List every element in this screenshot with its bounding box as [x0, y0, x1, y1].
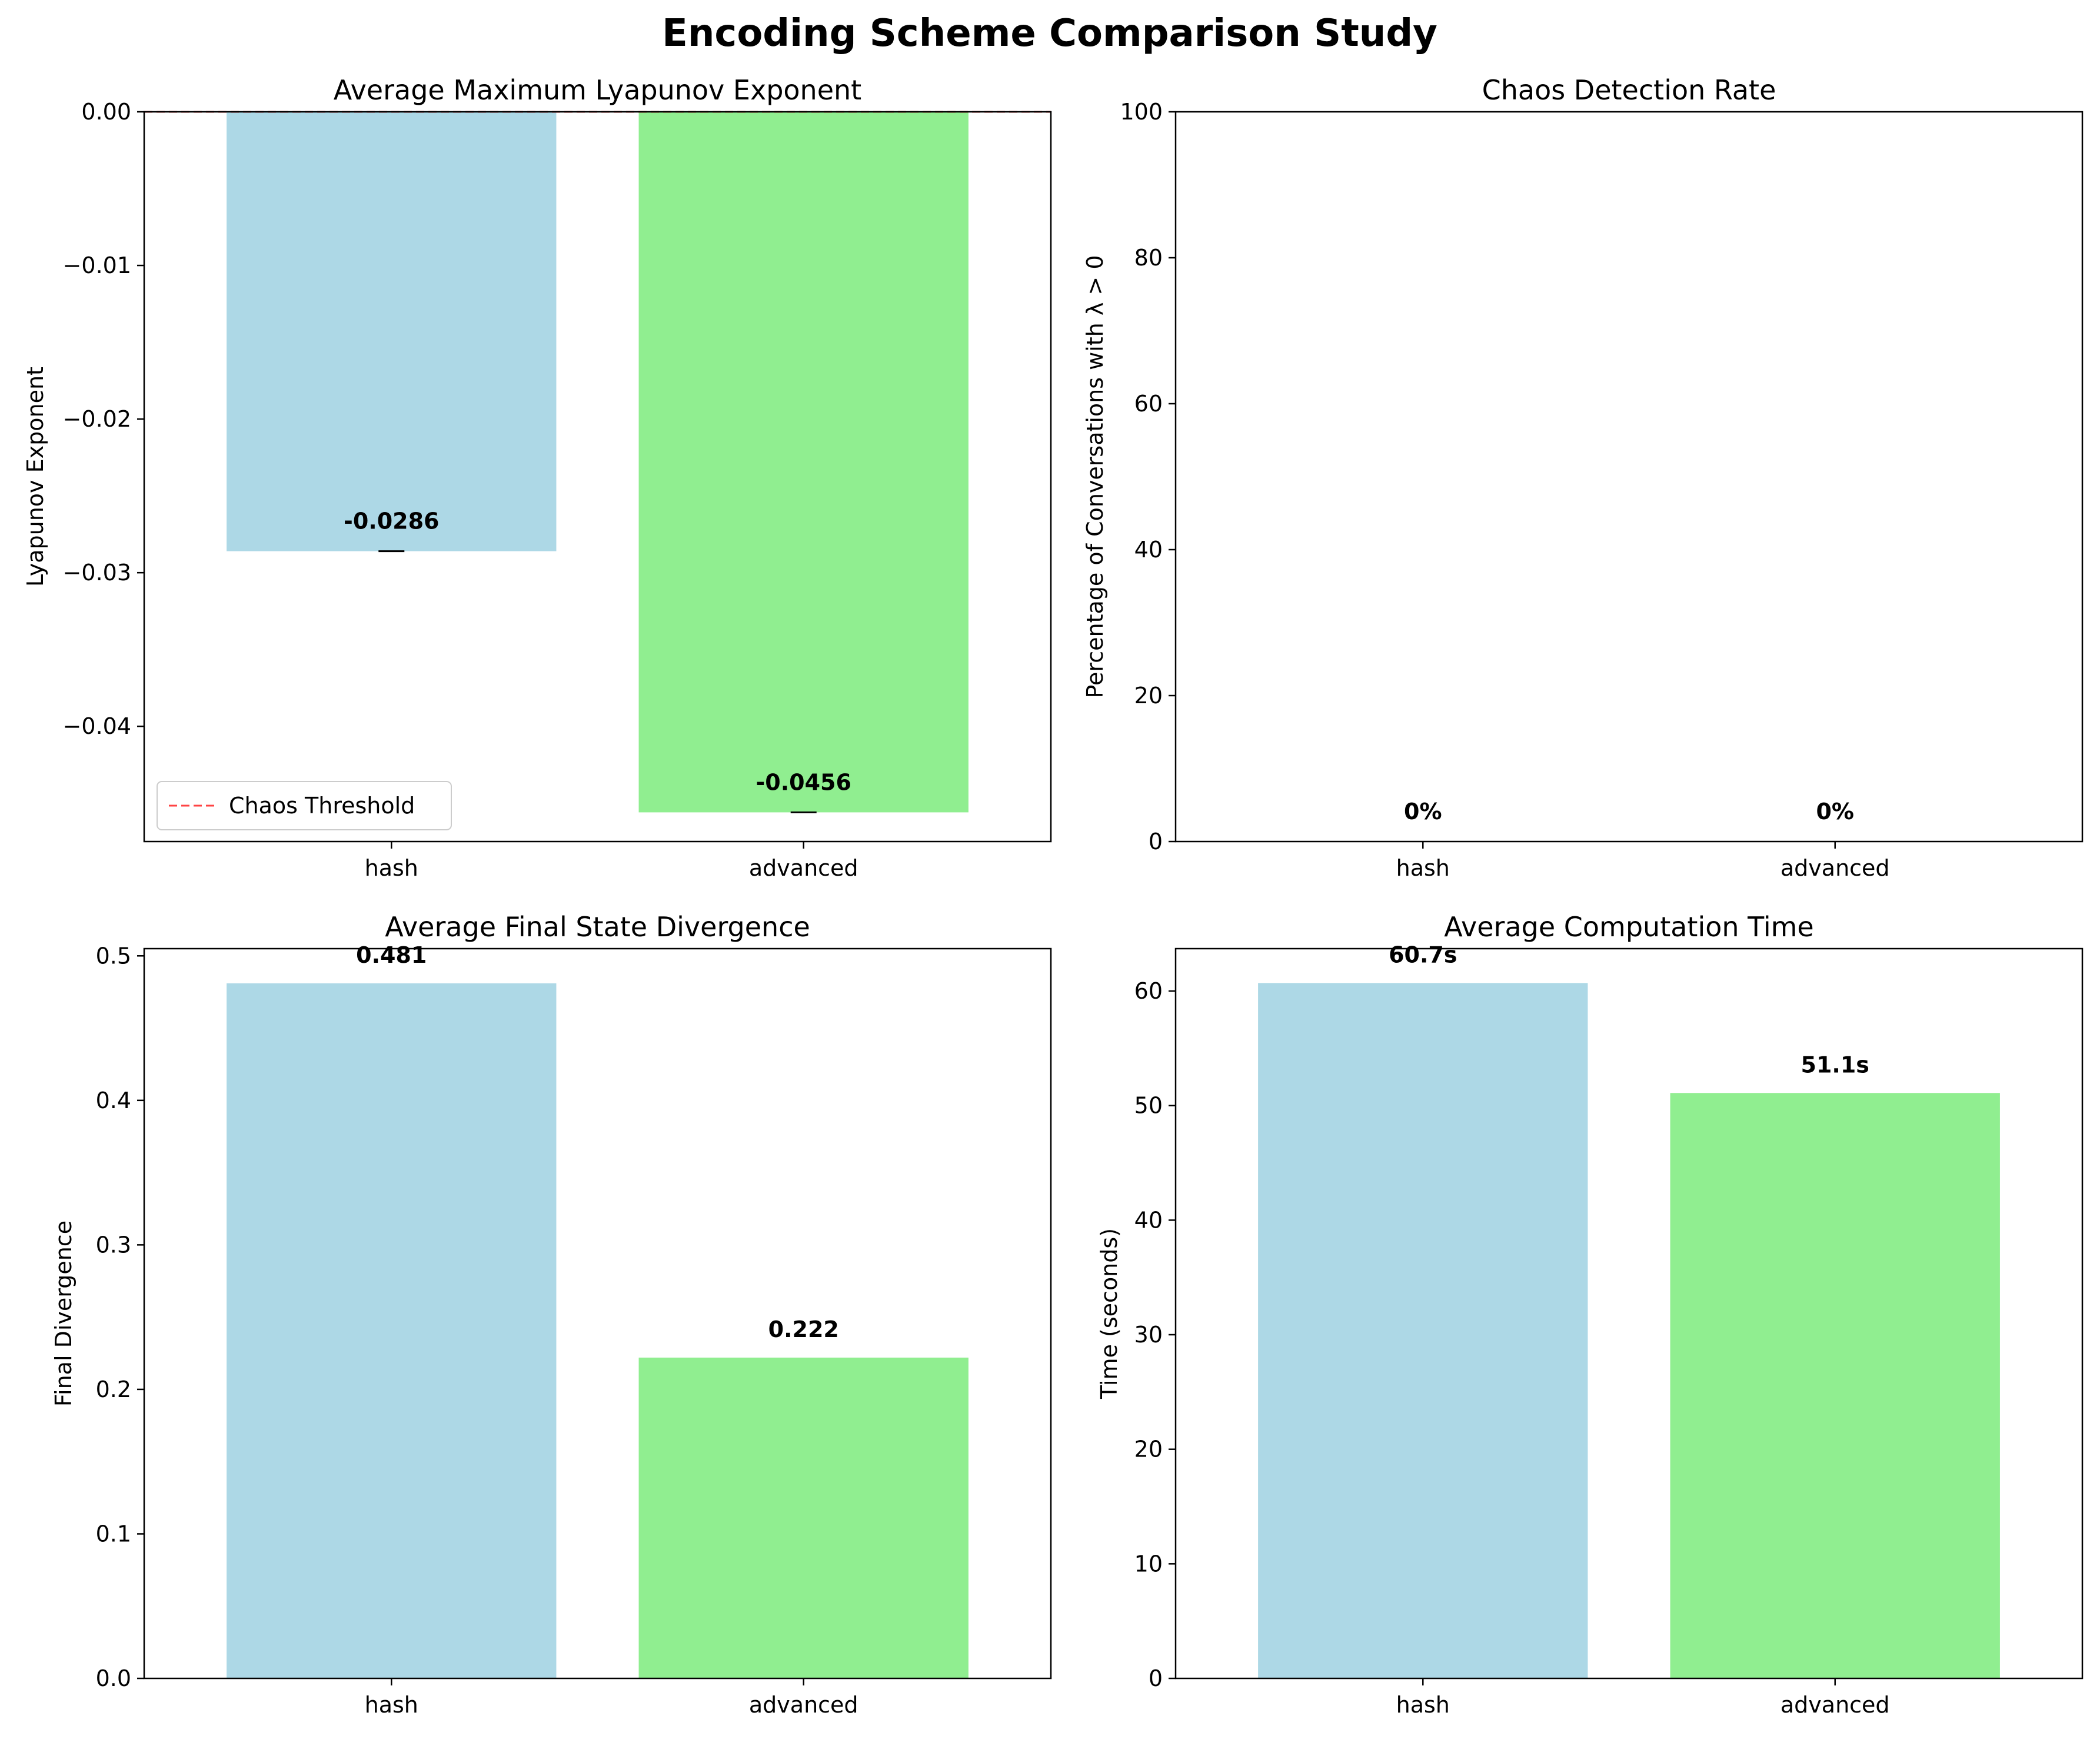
- bar-advanced: [1670, 1093, 2000, 1678]
- chart-chaos-detection-rate: 0 20 40 60 80 100 hash advanced 0% 0% Chaos Detect…: [1082, 74, 2084, 881]
- y-tick-label: 0.4: [96, 1088, 131, 1113]
- y-tick-label: 0: [1149, 829, 1163, 854]
- x-tick-label-hash: hash: [365, 1692, 418, 1718]
- y-tick-label: 60: [1134, 978, 1163, 1004]
- y-tick-label: 0.3: [96, 1232, 131, 1258]
- axes-frame: [1174, 947, 2084, 1680]
- bar-hash: [1258, 983, 1588, 1678]
- y-tick-label: 60: [1134, 391, 1163, 417]
- x-tick-label-hash: hash: [1396, 1692, 1450, 1718]
- y-tick-label: −0.01: [63, 252, 131, 278]
- bar-advanced: [638, 112, 969, 813]
- legend-label: Chaos Threshold: [229, 793, 415, 819]
- y-tick-label: 0.1: [96, 1521, 131, 1547]
- data-label-hash: 0.481: [356, 942, 427, 968]
- figure-title: Encoding Scheme Comparison Study: [662, 12, 1437, 55]
- axes-frame: [1174, 111, 2084, 843]
- x-tick-label-advanced: advanced: [1780, 1692, 1890, 1718]
- x-tick-label-hash: hash: [365, 855, 418, 881]
- x-tick-label-hash: hash: [1396, 855, 1450, 881]
- chart-final-divergence: 0.0 0.1 0.2 0.3 0.4 0.5 hash advanced 0.481 0.222…: [51, 911, 1052, 1718]
- y-axis-label: Time (seconds): [1096, 1228, 1122, 1399]
- y-tick-label: 30: [1134, 1322, 1163, 1348]
- y-tick-label: 80: [1134, 245, 1163, 271]
- y-tick-label: 0.2: [96, 1376, 131, 1402]
- panel-title-computation-time: Average Computation Time: [1444, 911, 1813, 943]
- y-tick-label: 40: [1134, 537, 1163, 563]
- y-tick-label: 20: [1134, 683, 1163, 709]
- panel-title-divergence: Average Final State Divergence: [385, 911, 810, 943]
- axes-frame: [143, 111, 1052, 843]
- data-label-hash: -0.0286: [344, 508, 439, 534]
- y-axis-label: Percentage of Conversations with λ > 0: [1082, 255, 1108, 698]
- y-tick-label: 100: [1120, 99, 1163, 125]
- x-tick-label-advanced: advanced: [1780, 855, 1890, 881]
- y-tick-label: 0.5: [96, 943, 131, 969]
- data-label-hash: 60.7s: [1389, 942, 1457, 968]
- y-axis-label: Final Divergence: [51, 1221, 76, 1407]
- data-label-advanced: -0.0456: [756, 769, 851, 795]
- y-tick-label: −0.03: [63, 560, 131, 586]
- y-axis-label: Lyapunov Exponent: [22, 367, 48, 587]
- data-label-advanced: 0.222: [768, 1316, 839, 1342]
- data-label-hash: 0%: [1404, 799, 1442, 824]
- panel-title-lyapunov: Average Maximum Lyapunov Exponent: [334, 74, 861, 106]
- y-tick-label: −0.04: [63, 713, 131, 739]
- y-tick-label: 20: [1134, 1437, 1163, 1462]
- data-label-advanced: 0%: [1816, 799, 1854, 824]
- bar-hash: [227, 112, 557, 551]
- y-tick-label: 0: [1149, 1665, 1163, 1691]
- y-tick-label: −0.02: [63, 406, 131, 432]
- x-tick-label-advanced: advanced: [749, 855, 858, 881]
- y-tick-label: 10: [1134, 1551, 1163, 1577]
- chart-computation-time: 0 10 20 30 40 50 60 hash advanced 60.7s 51.1s Avera…: [1096, 911, 2084, 1718]
- y-tick-label: 0.0: [96, 1665, 131, 1691]
- y-tick-label: 40: [1134, 1207, 1163, 1233]
- bar-hash: [227, 983, 557, 1678]
- panel-title-chaos-rate: Chaos Detection Rate: [1482, 74, 1776, 106]
- chart-lyapunov-exponent: 0.00 −0.01 −0.02 −0.03 −0.04 hash advanced -0.0…: [22, 74, 1052, 881]
- bar-advanced: [638, 1357, 969, 1678]
- y-tick-label: 0.00: [81, 99, 131, 125]
- axes-frame: [143, 947, 1052, 1680]
- data-label-advanced: 51.1s: [1801, 1052, 1869, 1078]
- y-tick-label: 50: [1134, 1093, 1163, 1119]
- x-tick-label-advanced: advanced: [749, 1692, 858, 1718]
- legend: [157, 781, 452, 830]
